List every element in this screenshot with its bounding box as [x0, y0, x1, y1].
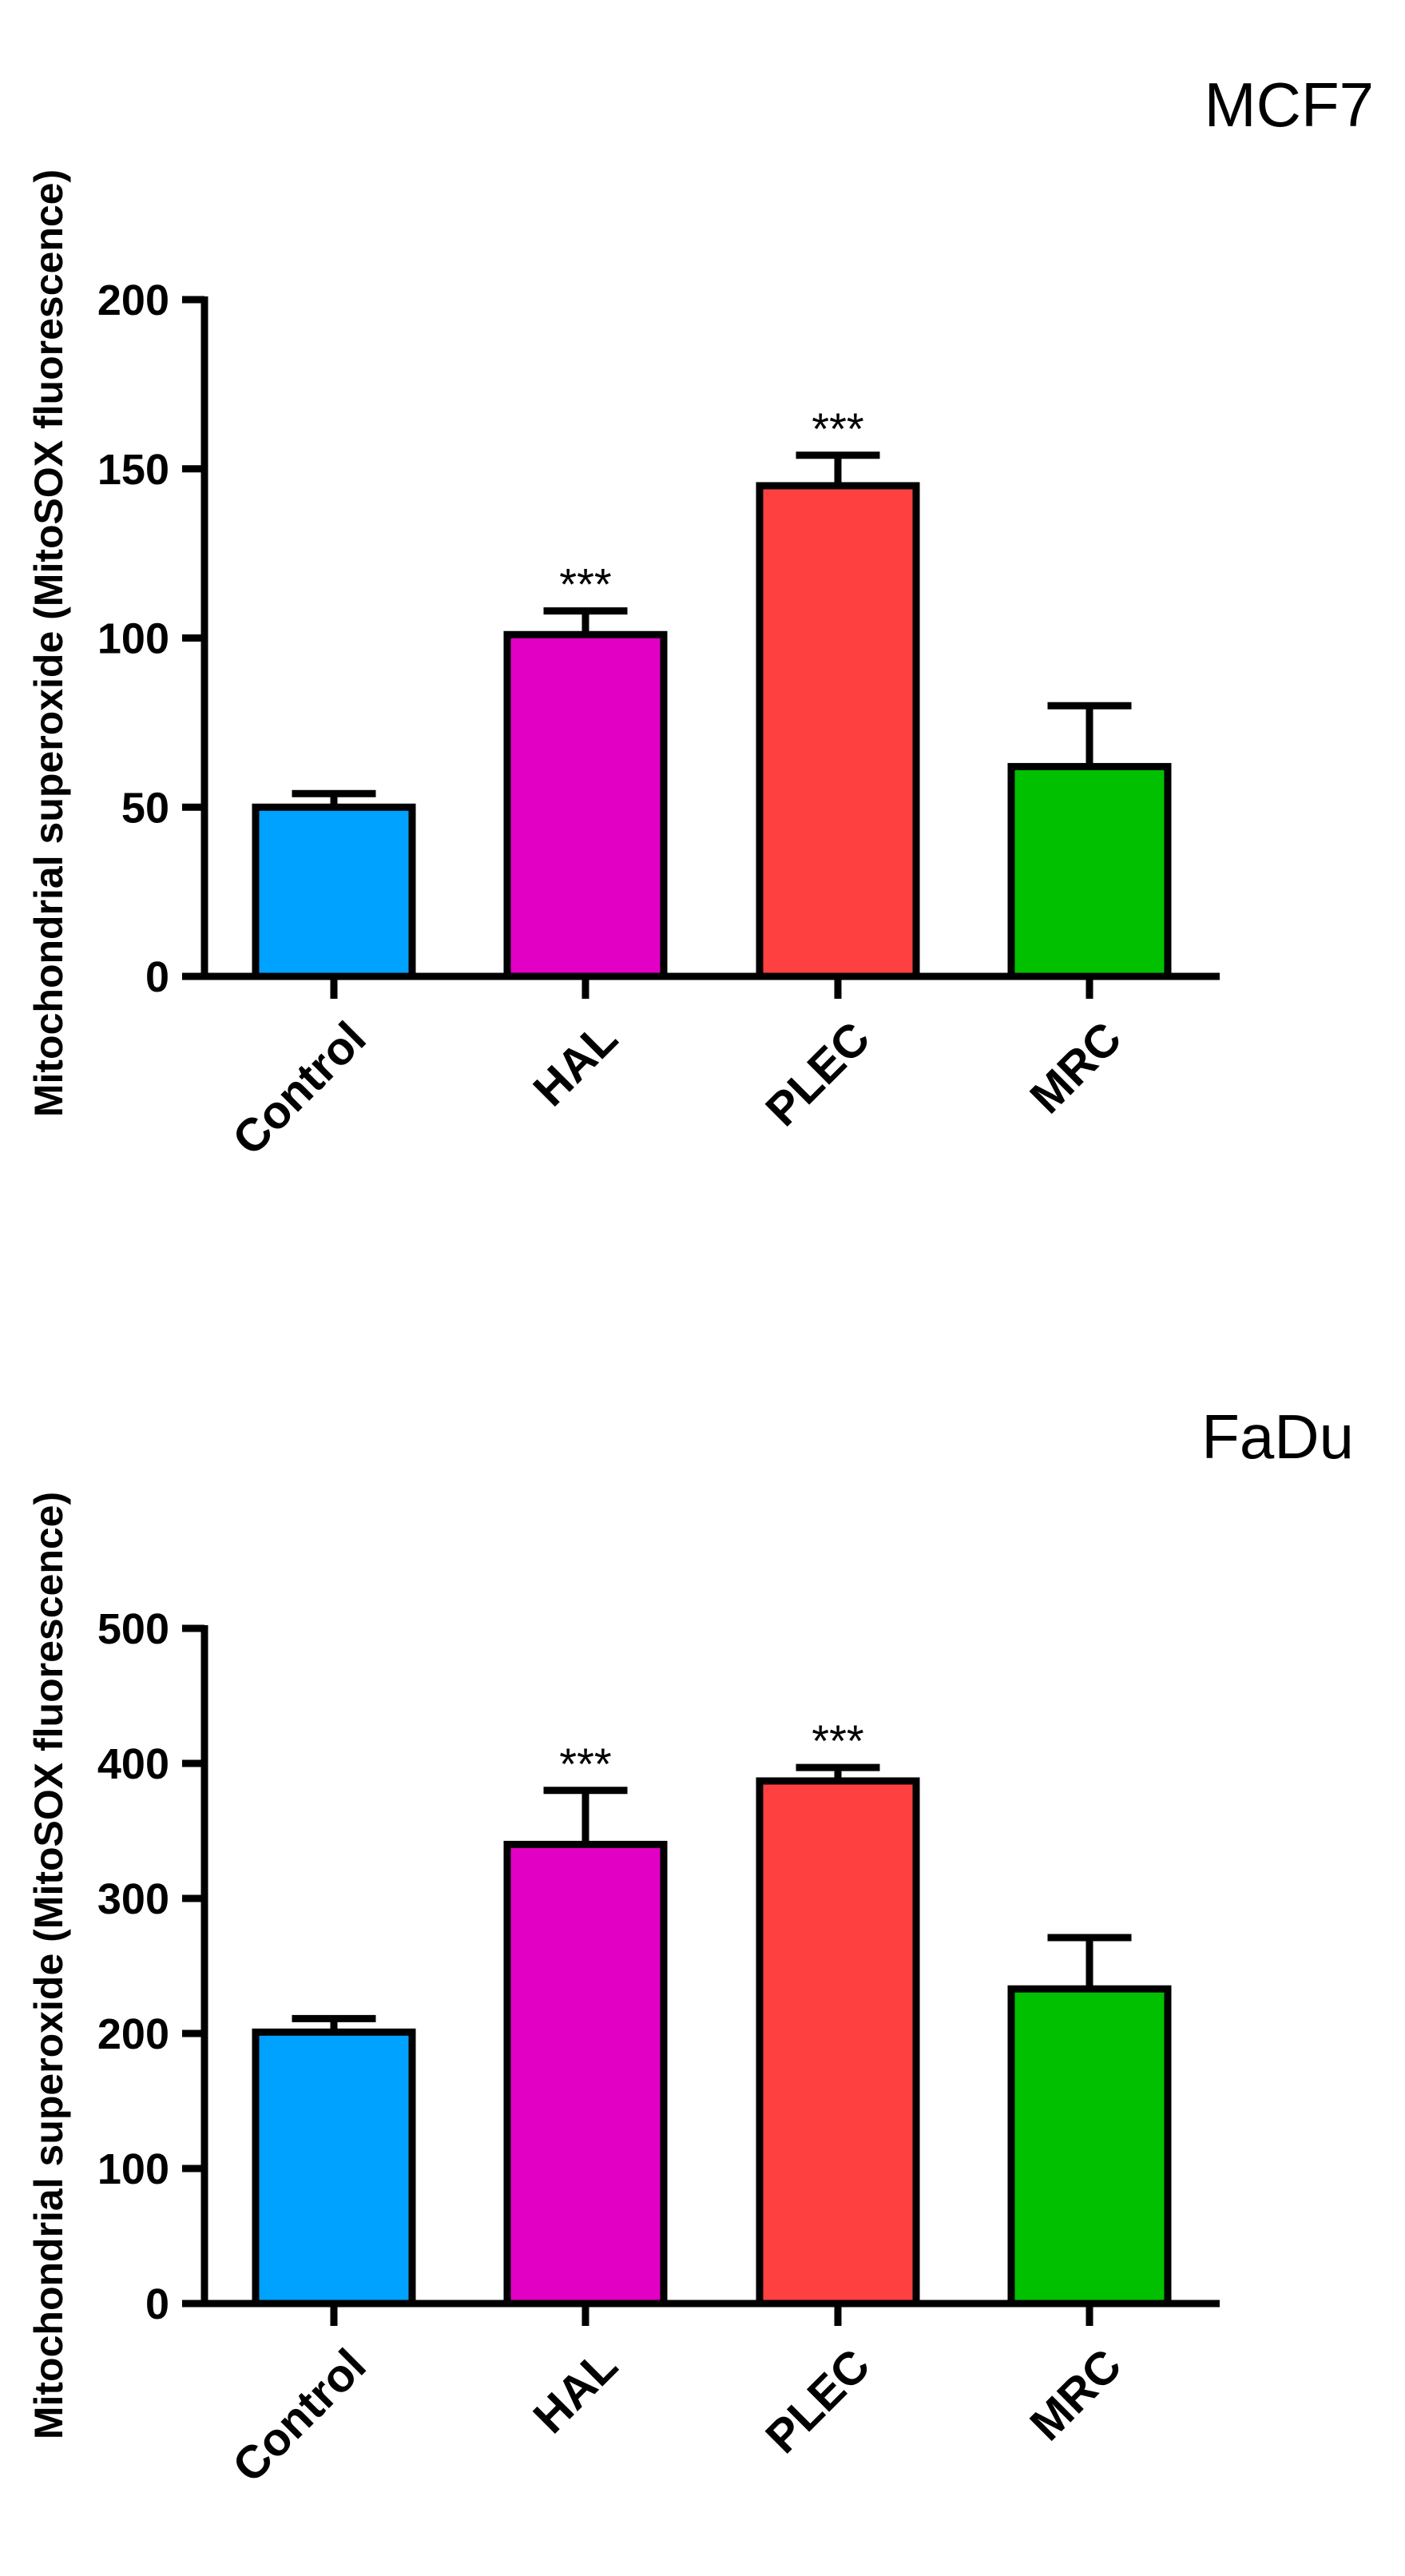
y-tick-label: 100 — [97, 2145, 169, 2193]
significance-marker: *** — [812, 1715, 863, 1766]
bar-mrc — [1007, 762, 1172, 980]
bar-plec — [756, 1777, 920, 2308]
chart-title: MCF7 — [1205, 70, 1374, 140]
y-tick-label: 150 — [97, 446, 169, 494]
significance-marker: *** — [559, 1739, 611, 1789]
chart-mcf7: MCF7 Mitochondrial superoxide (MitoSOX f… — [26, 70, 1374, 1165]
y-tick-label: 400 — [97, 1740, 169, 1788]
y-tick-label: 100 — [97, 615, 169, 663]
bar-control — [252, 803, 416, 980]
y-axis-label: Mitochondrial superoxide (MitoSOX fluore… — [26, 169, 71, 1117]
bar-hal — [503, 630, 668, 980]
y-tick-label: 200 — [97, 2010, 169, 2058]
bar-mrc — [1007, 1985, 1172, 2308]
bar-control — [252, 2028, 416, 2308]
significance-marker: *** — [812, 403, 863, 454]
bar-hal — [503, 1840, 668, 2308]
chart-title: FaDu — [1201, 1401, 1354, 1472]
bar-plec — [756, 482, 920, 980]
y-tick-label: 200 — [97, 276, 169, 324]
y-tick-label: 300 — [97, 1875, 169, 1923]
y-axis-label: Mitochondrial superoxide (MitoSOX fluore… — [26, 1492, 71, 2439]
y-tick-label: 500 — [97, 1605, 169, 1653]
significance-marker: *** — [559, 559, 611, 610]
y-tick-label: 0 — [145, 2280, 169, 2328]
y-tick-label: 0 — [145, 953, 169, 1001]
y-tick-label: 50 — [121, 784, 169, 832]
